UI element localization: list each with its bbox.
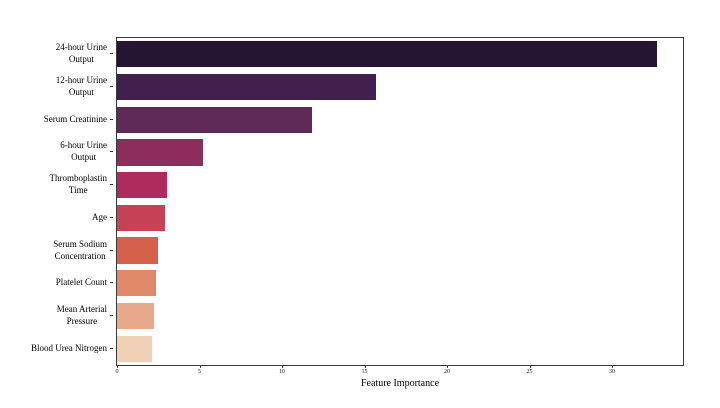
x-tick-label-4: 15 xyxy=(361,369,368,375)
x-tickmark-6 xyxy=(529,365,531,368)
y-tick-label-10: Blood Urea Nitrogen xyxy=(31,342,107,353)
x-tick-label-6: 25 xyxy=(526,369,533,375)
y-tick-label-9: Mean Arterial Pressure xyxy=(56,303,107,326)
bar-8 xyxy=(117,270,156,297)
y-tickmark-7 xyxy=(110,249,113,251)
bar-9 xyxy=(117,302,155,330)
y-tickmark-9 xyxy=(110,314,113,316)
y-tick-label-2: 12-hour Urine Output xyxy=(55,75,107,98)
x-tickmark-2 xyxy=(199,365,201,368)
bar-1 xyxy=(117,41,657,68)
y-tick-label-8: Platelet Count xyxy=(55,277,107,288)
y-tick-label-4: 6-hour Urine Output xyxy=(60,140,107,163)
y-tickmark-3 xyxy=(110,118,113,120)
y-tickmark-6 xyxy=(110,216,113,218)
y-tickmark-8 xyxy=(110,282,113,284)
y-axis-labels: 24-hour Urine Output 12-hour Urine Output… xyxy=(0,37,113,364)
y-tick-label-6: Age xyxy=(92,211,107,222)
y-tick-label-5: Thromboplastin Time xyxy=(49,173,108,196)
x-axis-title: Feature Importance xyxy=(360,378,440,389)
y-tickmark-5 xyxy=(110,184,113,186)
bar-6 xyxy=(117,204,165,231)
y-tick-label-3: Serum Creatinine xyxy=(43,113,107,124)
x-tick-label-7: 30 xyxy=(609,369,616,375)
y-tickmark-10 xyxy=(110,347,113,349)
y-tick-label-7: Serum Sodium Concentration xyxy=(53,238,107,261)
y-tickmark-4 xyxy=(110,151,113,153)
x-tickmark-4 xyxy=(364,365,366,368)
bar-2 xyxy=(117,73,377,101)
x-tickmark-7 xyxy=(612,365,614,368)
bar-5 xyxy=(117,172,167,199)
bar-4 xyxy=(117,139,203,166)
x-axis-ticks: 0 5 10 15 20 25 30 xyxy=(115,365,683,381)
x-tickmark-5 xyxy=(447,365,449,368)
bar-3 xyxy=(117,106,312,133)
x-tick-label-1: 0 xyxy=(115,369,119,375)
bar-10 xyxy=(117,335,152,362)
x-tick-label-5: 20 xyxy=(444,369,451,375)
x-tickmark-3 xyxy=(282,365,283,368)
y-tick-label-1: 24-hour Urine Output xyxy=(55,42,107,65)
bar-7 xyxy=(117,237,159,264)
x-tickmark-1 xyxy=(117,365,118,368)
y-tickmark-1 xyxy=(110,53,113,55)
x-tick-label-2: 5 xyxy=(198,369,201,375)
plot-area xyxy=(116,37,684,366)
y-tickmark-2 xyxy=(110,86,113,88)
x-tick-label-3: 10 xyxy=(279,369,285,375)
